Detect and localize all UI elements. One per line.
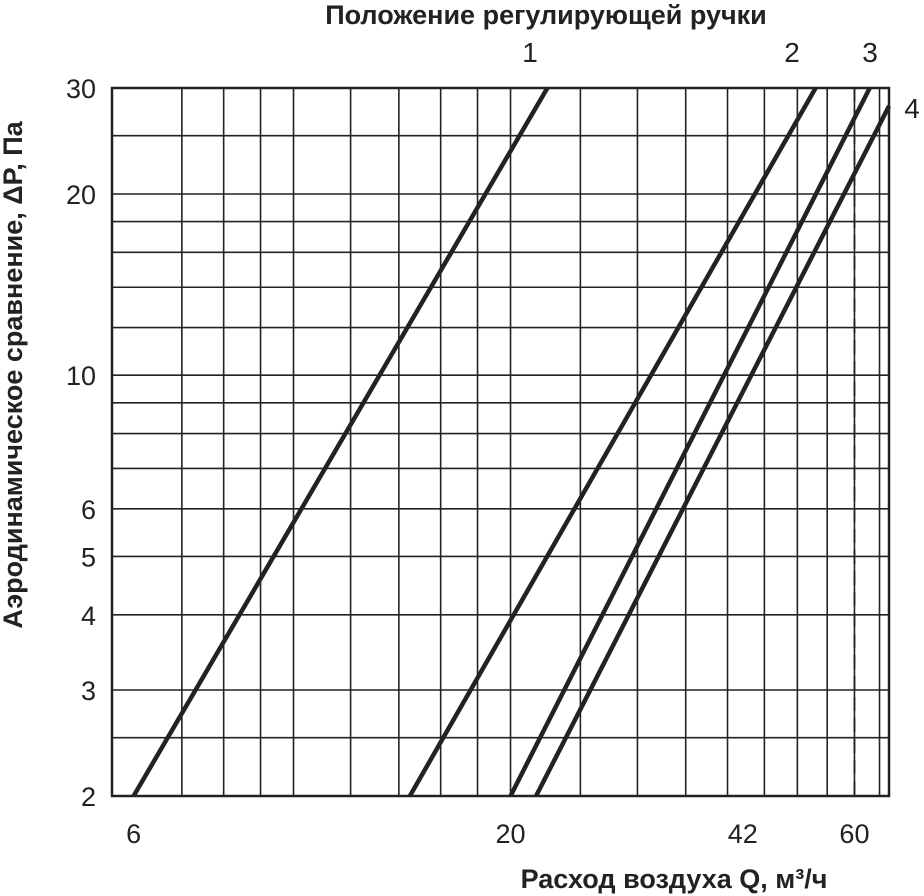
chart-title: Положение регулирующей ручки [325, 0, 767, 30]
x-tick-label: 6 [126, 819, 141, 849]
plot-frame [110, 86, 891, 798]
x-axis-label: Расход воздуха Q, м³/ч [521, 864, 828, 894]
plot-frame-rect [110, 86, 891, 798]
y-axis-label: Аэродинамическое сравнение, ΔP, Па [0, 120, 28, 628]
grid [112, 88, 889, 796]
y-tick-label: 4 [81, 601, 96, 631]
y-tick-labels: 2 3 4 5 6 10 20 30 [66, 74, 96, 812]
series-line-1 [131, 86, 550, 798]
series-label-4: 4 [904, 93, 920, 124]
series-line-3 [508, 86, 872, 798]
y-tick-label: 2 [81, 782, 96, 812]
series-label-3: 3 [862, 37, 878, 68]
y-tick-label: 3 [81, 676, 96, 706]
series-line-4 [534, 105, 892, 798]
y-tick-label: 30 [66, 74, 96, 104]
x-tick-label: 42 [728, 819, 758, 849]
y-tick-label: 5 [81, 542, 96, 572]
y-tick-label: 10 [66, 361, 96, 391]
series-line-2 [407, 86, 818, 798]
x-tick-label: 60 [839, 819, 869, 849]
series-label-2: 2 [784, 37, 800, 68]
x-tick-labels: 6 20 42 60 [126, 819, 869, 849]
x-tick-label: 20 [495, 819, 525, 849]
y-tick-label: 6 [81, 495, 96, 525]
series-group [131, 86, 892, 798]
series-labels: 1 2 34 [522, 37, 920, 124]
series-label-1: 1 [522, 37, 538, 68]
y-tick-label: 20 [66, 180, 96, 210]
